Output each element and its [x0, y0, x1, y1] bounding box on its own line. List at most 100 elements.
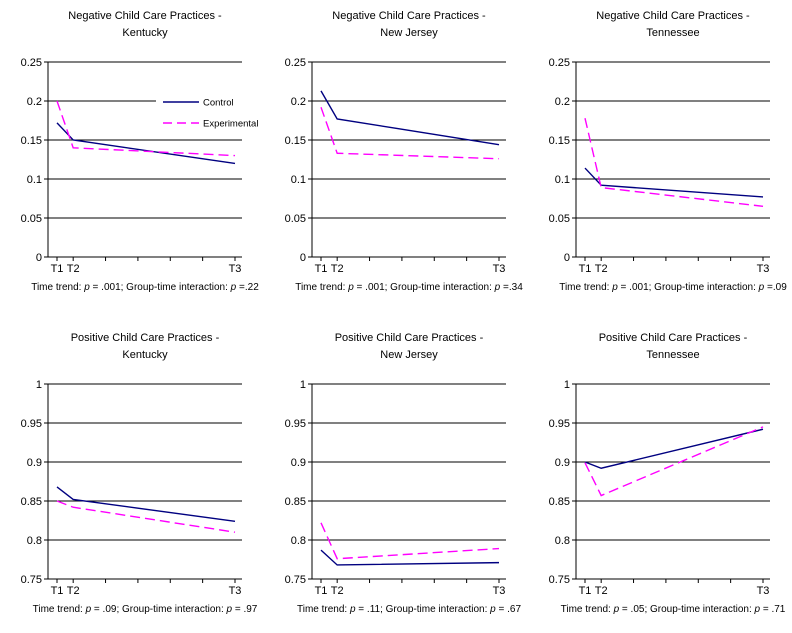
p-symbol: p — [348, 282, 354, 293]
svg-text:0.95: 0.95 — [285, 418, 306, 430]
svg-text:1: 1 — [36, 379, 42, 391]
caption-text: = .001; Group-time interaction: — [353, 282, 495, 293]
line-plot: 0 0.05 0.1 0.15 0.2 0.25 T1 T2 T3 — [285, 57, 506, 275]
chart-title: Positive Child Care Practices - Tennesse… — [528, 330, 792, 364]
caption-text: = .71 — [760, 604, 786, 615]
chart-title-line2: New Jersey — [380, 27, 438, 39]
p-symbol: p — [494, 282, 501, 293]
line-plot: 0.75 0.8 0.85 0.9 0.95 1 T1 T2 T3 — [21, 379, 242, 597]
svg-text:T2: T2 — [595, 585, 608, 597]
svg-text:0.05: 0.05 — [21, 213, 42, 225]
svg-text:1: 1 — [300, 379, 306, 391]
chart-negative-kentucky: Negative Child Care Practices - Kentucky… — [0, 0, 264, 300]
p-symbol: p — [758, 282, 765, 293]
svg-text:Control: Control — [203, 98, 234, 109]
chart-positive-kentucky: Positive Child Care Practices - Kentucky… — [0, 300, 264, 633]
p-symbol: p — [754, 604, 761, 615]
stats-caption: Time trend: p = .001; Group-time interac… — [264, 282, 528, 293]
svg-text:0.2: 0.2 — [291, 96, 306, 108]
caption-text: Time trend: — [296, 604, 350, 615]
svg-text:0.2: 0.2 — [555, 96, 570, 108]
caption-text: = .67 — [495, 604, 522, 615]
svg-text:T3: T3 — [757, 263, 770, 275]
svg-text:T1: T1 — [315, 585, 328, 597]
caption-text: = .05; Group-time interaction: — [619, 604, 755, 615]
svg-text:0.05: 0.05 — [285, 213, 306, 225]
svg-text:T2: T2 — [67, 263, 80, 275]
svg-text:0.25: 0.25 — [285, 57, 306, 69]
svg-text:0.15: 0.15 — [549, 135, 570, 147]
caption-text: Time trend: — [32, 604, 86, 615]
caption-text: = .11; Group-time interaction: — [355, 604, 491, 615]
stats-caption: Time trend: p = .11; Group-time interact… — [264, 604, 528, 615]
caption-text: Time trend: — [559, 282, 613, 293]
svg-text:0.85: 0.85 — [285, 496, 306, 508]
chart-title-line1: Negative Child Care Practices - — [68, 10, 222, 22]
svg-text:0.25: 0.25 — [549, 57, 570, 69]
svg-text:0.1: 0.1 — [555, 174, 570, 186]
svg-text:0.75: 0.75 — [549, 574, 570, 586]
svg-text:0.1: 0.1 — [291, 174, 306, 186]
caption-text: = .09; Group-time interaction: — [91, 604, 227, 615]
p-symbol: p — [84, 282, 90, 293]
svg-text:0.15: 0.15 — [285, 135, 306, 147]
line-plot: 0.75 0.8 0.85 0.9 0.95 1 T1 T2 T3 — [549, 379, 770, 597]
line-plot: 0 0.05 0.1 0.15 0.2 0.25 T1 T2 T3 Control Experime… — [21, 57, 264, 275]
line-plot: 0.75 0.8 0.85 0.9 0.95 1 T1 T2 T3 — [285, 379, 506, 597]
caption-text: Time trend: — [295, 282, 349, 293]
svg-text:0.8: 0.8 — [291, 535, 306, 547]
svg-text:0.15: 0.15 — [21, 135, 42, 147]
stats-caption: Time trend: p = .09; Group-time interact… — [0, 604, 264, 615]
chart-title: Negative Child Care Practices - Kentucky — [0, 8, 264, 42]
caption-text: Time trend: — [31, 282, 85, 293]
svg-text:T1: T1 — [579, 263, 592, 275]
svg-text:0: 0 — [300, 252, 306, 264]
chart-title-line1: Positive Child Care Practices - — [598, 332, 748, 344]
caption-text: =.22 — [236, 282, 259, 293]
svg-text:T1: T1 — [51, 263, 64, 275]
p-symbol: p — [349, 604, 356, 615]
chart-title-line2: New Jersey — [380, 349, 438, 361]
stats-caption: Time trend: p = .05; Group-time interact… — [528, 604, 792, 615]
chart-negative-new-jersey: Negative Child Care Practices - New Jers… — [264, 0, 528, 300]
svg-text:0.95: 0.95 — [21, 418, 42, 430]
line-plot: 0 0.05 0.1 0.15 0.2 0.25 T1 T2 T3 — [549, 57, 770, 275]
svg-text:0.1: 0.1 — [27, 174, 42, 186]
stats-caption: Time trend: p = .001; Group-time interac… — [0, 282, 264, 293]
svg-text:T2: T2 — [331, 263, 344, 275]
svg-text:T2: T2 — [67, 585, 80, 597]
svg-text:0.2: 0.2 — [27, 96, 42, 108]
svg-text:T3: T3 — [493, 585, 506, 597]
chart-title: Negative Child Care Practices - Tennesse… — [528, 8, 792, 42]
svg-text:0.8: 0.8 — [27, 535, 42, 547]
svg-text:T1: T1 — [51, 585, 64, 597]
svg-text:T3: T3 — [493, 263, 506, 275]
p-symbol: p — [230, 282, 237, 293]
chart-title-line1: Negative Child Care Practices - — [596, 10, 750, 22]
svg-text:0.05: 0.05 — [549, 213, 570, 225]
svg-text:T3: T3 — [757, 585, 770, 597]
stats-caption: Time trend: p = .001; Group-time interac… — [528, 282, 792, 293]
svg-text:0.75: 0.75 — [285, 574, 306, 586]
chart-title: Positive Child Care Practices - New Jers… — [264, 330, 528, 364]
caption-text: = .001; Group-time interaction: — [89, 282, 231, 293]
caption-text: Time trend: — [560, 604, 614, 615]
caption-text: = .001; Group-time interaction: — [617, 282, 759, 293]
svg-text:0.75: 0.75 — [21, 574, 42, 586]
p-symbol: p — [85, 604, 92, 615]
svg-text:0.85: 0.85 — [21, 496, 42, 508]
svg-text:T2: T2 — [331, 585, 344, 597]
chart-title: Negative Child Care Practices - New Jers… — [264, 8, 528, 42]
svg-text:0.85: 0.85 — [549, 496, 570, 508]
chart-title-line1: Positive Child Care Practices - — [334, 332, 484, 344]
chart-title-line1: Negative Child Care Practices - — [332, 10, 486, 22]
caption-text: =.09 — [764, 282, 787, 293]
chart-positive-new-jersey: Positive Child Care Practices - New Jers… — [264, 300, 528, 633]
svg-text:0.9: 0.9 — [555, 457, 570, 469]
chart-title-line2: Kentucky — [122, 27, 168, 39]
p-symbol: p — [226, 604, 233, 615]
chart-positive-tennessee: Positive Child Care Practices - Tennesse… — [528, 300, 792, 633]
svg-text:T3: T3 — [229, 263, 242, 275]
svg-text:T1: T1 — [579, 585, 592, 597]
